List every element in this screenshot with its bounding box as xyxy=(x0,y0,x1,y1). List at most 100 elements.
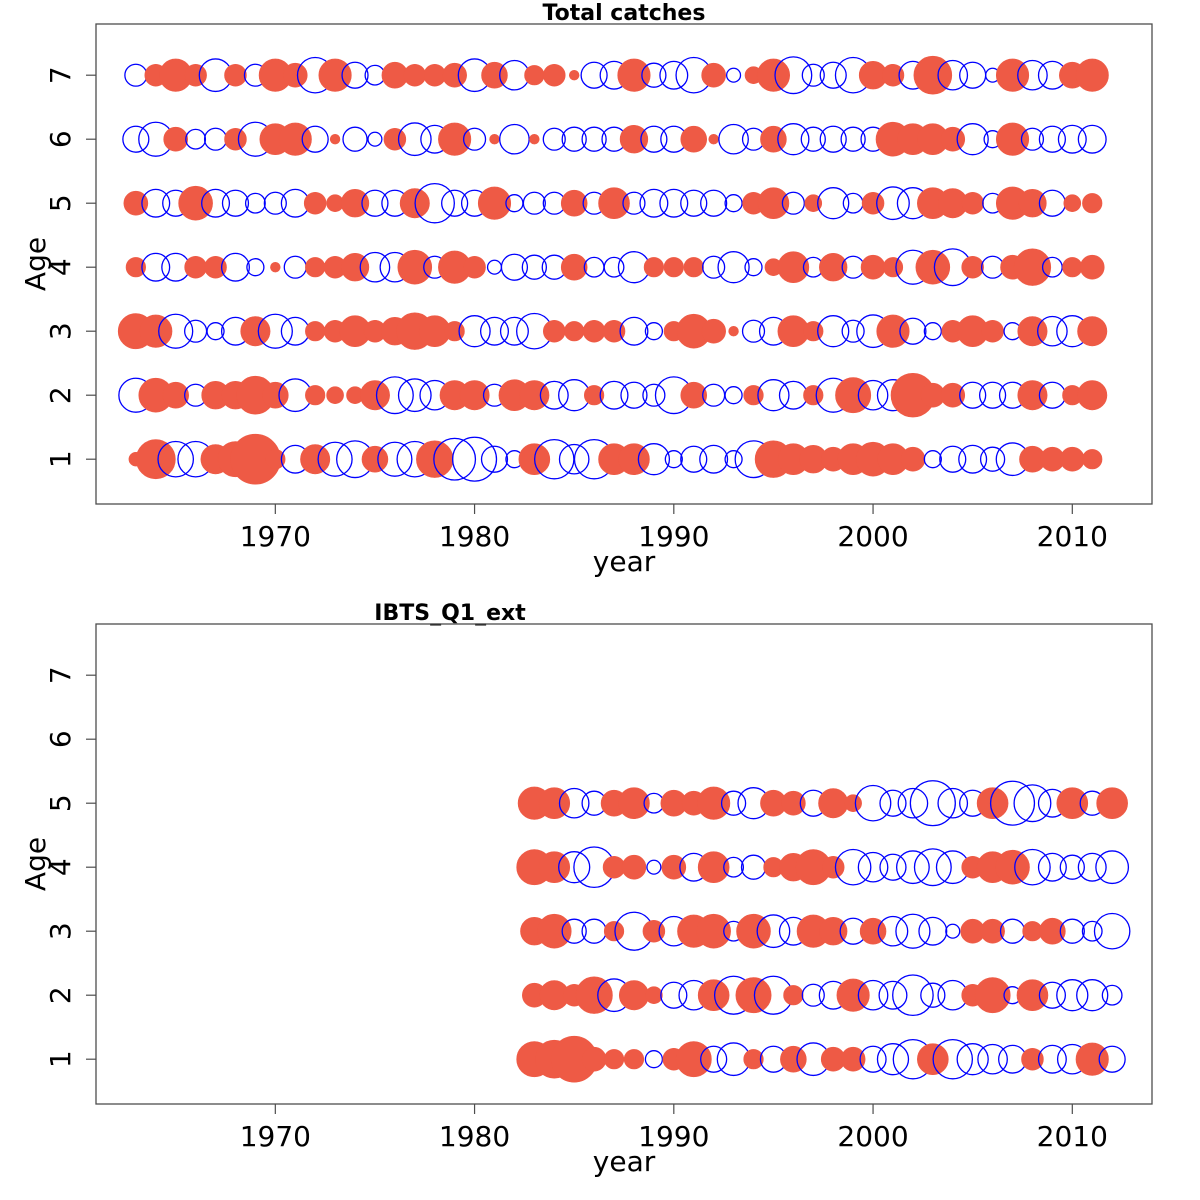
bubble-positive-residual xyxy=(564,321,585,342)
bubble-positive-residual xyxy=(1077,380,1108,411)
bubble-positive-residual xyxy=(844,794,862,812)
bubble-positive-residual xyxy=(204,255,227,279)
panel-title: Total catches xyxy=(543,1,706,26)
bubble-positive-residual xyxy=(781,790,806,816)
bubble-negative-residual xyxy=(1098,1045,1126,1073)
bubble-negative-residual xyxy=(724,450,743,469)
bubble-positive-residual xyxy=(305,257,326,278)
bubble-negative-residual xyxy=(622,191,646,215)
bubble-positive-residual xyxy=(305,321,326,342)
bubble-positive-residual xyxy=(438,122,472,156)
bubble-negative-residual xyxy=(978,381,1007,409)
bubble-positive-residual xyxy=(318,58,352,92)
bubble-positive-residual xyxy=(519,380,550,411)
bubble-negative-residual xyxy=(499,316,529,346)
bubble-negative-residual xyxy=(1101,984,1123,1006)
bubble-negative-residual xyxy=(892,974,934,1017)
bubble-positive-residual xyxy=(876,314,910,348)
bubble-positive-residual xyxy=(757,187,790,219)
bubble-negative-residual xyxy=(500,253,529,281)
bubble-positive-residual xyxy=(135,439,176,480)
bubble-negative-residual xyxy=(857,379,889,411)
bubble-positive-residual xyxy=(818,788,849,819)
bubble-negative-residual xyxy=(280,316,310,346)
bubble-positive-residual xyxy=(560,253,588,281)
x-tick-label: 1980 xyxy=(439,1120,510,1153)
x-tick-label: 2010 xyxy=(1037,520,1108,553)
x-tick-label: 1970 xyxy=(240,1120,311,1153)
bubble-negative-residual xyxy=(819,61,847,89)
panel-title: IBTS_Q1_ext xyxy=(374,601,526,626)
bubble-positive-residual xyxy=(675,1041,712,1078)
bubble-negative-residual xyxy=(897,787,929,819)
bubble-negative-residual xyxy=(141,252,171,282)
bubble-positive-residual xyxy=(756,58,790,92)
bubble-negative-residual xyxy=(1037,852,1067,882)
bubble-negative-residual xyxy=(451,436,498,482)
bubble-negative-residual xyxy=(458,315,491,348)
bubble-negative-residual xyxy=(157,440,195,478)
bubble-negative-residual xyxy=(841,319,865,343)
bubble-positive-residual xyxy=(359,380,390,411)
bubble-negative-residual xyxy=(659,60,689,90)
bubble-negative-residual xyxy=(1037,1044,1067,1074)
bubble-positive-residual xyxy=(300,444,331,475)
bubble-negative-residual xyxy=(1059,854,1085,880)
bubble-negative-residual xyxy=(603,256,625,278)
bubble-positive-residual xyxy=(619,125,649,154)
bubble-positive-residual xyxy=(240,316,271,347)
bubble-positive-residual xyxy=(780,1045,807,1073)
bubble-negative-residual xyxy=(718,123,749,155)
bubble-positive-residual xyxy=(618,980,649,1011)
bubble-positive-residual xyxy=(618,443,650,476)
bubble-positive-residual xyxy=(915,249,951,285)
y-tick-label: 5 xyxy=(44,794,77,812)
y-tick-label: 2 xyxy=(44,386,77,404)
bubble-positive-residual xyxy=(1096,787,1128,820)
bubble-negative-residual xyxy=(923,322,942,341)
x-tick-label: 1980 xyxy=(439,520,510,553)
bubble-negative-residual xyxy=(1077,124,1107,154)
bubble-negative-residual xyxy=(817,187,850,220)
bubble-negative-residual xyxy=(859,1045,887,1073)
bubble-negative-residual xyxy=(342,126,368,152)
bubble-negative-residual xyxy=(1014,848,1051,886)
bubble-layer xyxy=(117,55,1109,485)
bubble-negative-residual xyxy=(913,848,952,887)
bubble-positive-residual xyxy=(584,385,605,406)
bubble-positive-residual xyxy=(697,786,731,820)
bubble-negative-residual xyxy=(680,445,708,473)
bubble-positive-residual xyxy=(882,257,904,278)
bubble-negative-residual xyxy=(700,1045,728,1073)
bubble-negative-residual xyxy=(521,254,548,280)
panel-ibts-q1-ext: IBTS_Q1_ext 1970 1980 1990 2000 2010 1 2 3 4 5 6 7… xyxy=(19,601,1153,1178)
bubble-positive-residual xyxy=(819,253,848,282)
bubble-negative-residual xyxy=(263,191,287,215)
bubble-negative-residual xyxy=(361,189,389,217)
bubble-negative-residual xyxy=(122,125,150,153)
panel-total-catches: Total catches 1970 1980 1990 2000 2010 1 2 3 4 5… xyxy=(19,1,1153,578)
bubble-negative-residual xyxy=(640,125,668,153)
bubble-negative-residual xyxy=(1038,981,1067,1009)
bubble-negative-residual xyxy=(937,787,969,819)
bubble-negative-residual xyxy=(480,445,509,473)
bubble-positive-residual xyxy=(1056,787,1089,820)
bubble-positive-residual xyxy=(708,134,719,145)
bubble-positive-residual xyxy=(803,385,824,406)
bubble-positive-residual xyxy=(1021,1047,1044,1071)
bubble-negative-residual xyxy=(561,126,587,152)
bubble-negative-residual xyxy=(774,56,813,95)
y-tick-label: 2 xyxy=(44,986,77,1004)
y-tick-label: 3 xyxy=(44,922,77,940)
y-tick-label: 4 xyxy=(44,858,77,876)
bubble-negative-residual xyxy=(700,189,728,217)
x-tick-label: 2010 xyxy=(1037,1120,1108,1153)
bubble-positive-residual xyxy=(980,918,1005,944)
bubble-negative-residual xyxy=(561,918,587,944)
bubble-negative-residual xyxy=(937,59,969,91)
bubble-positive-residual xyxy=(416,440,454,478)
bubble-negative-residual xyxy=(945,923,961,939)
bubble-negative-residual xyxy=(641,62,667,88)
x-tick-label: 1970 xyxy=(240,520,311,553)
bubble-negative-residual xyxy=(433,437,477,481)
